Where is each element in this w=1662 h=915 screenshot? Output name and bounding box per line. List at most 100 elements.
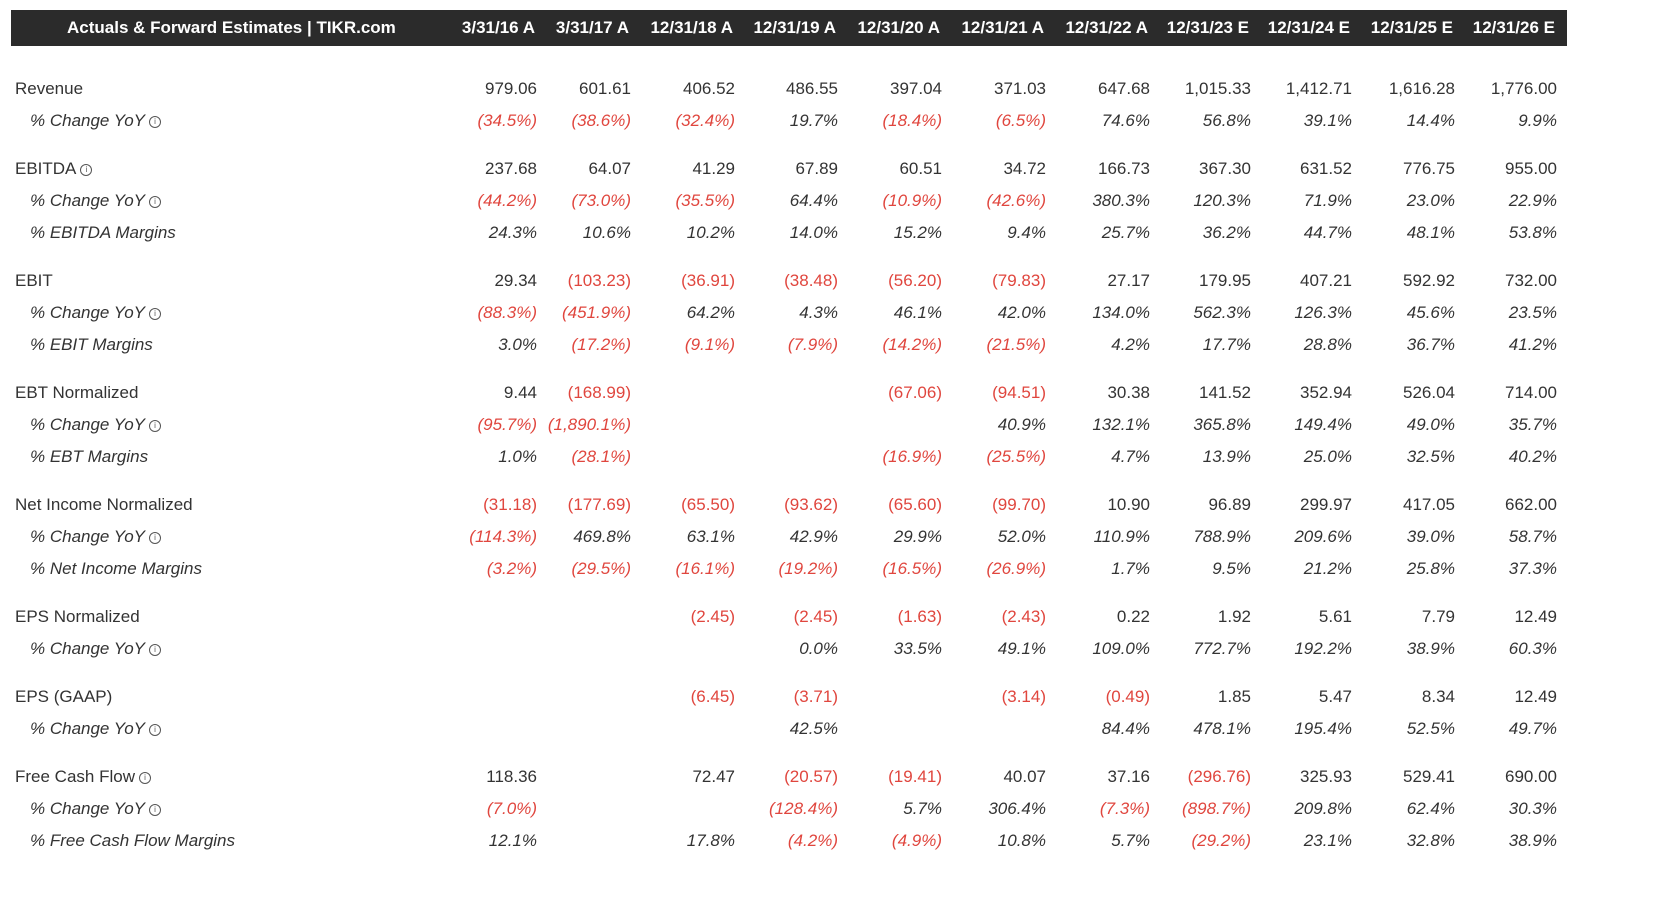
cell: (7.0%) bbox=[486, 799, 537, 818]
cell: 192.2% bbox=[1294, 639, 1352, 658]
cell: 32.5% bbox=[1406, 447, 1455, 466]
sub-row-label: % Free Cash Flow Margins bbox=[30, 831, 235, 851]
cell: 5.47 bbox=[1318, 687, 1352, 706]
label-text: EBITDA bbox=[15, 159, 77, 178]
info-icon[interactable]: i bbox=[149, 803, 161, 816]
cell: 7.79 bbox=[1421, 607, 1455, 626]
cell: 71.9% bbox=[1303, 191, 1352, 210]
cell: 64.2% bbox=[686, 303, 735, 322]
cell: 1,616.28 bbox=[1388, 79, 1455, 98]
cell: (32.4%) bbox=[675, 111, 735, 130]
cell: 299.97 bbox=[1300, 495, 1352, 514]
cell: 732.00 bbox=[1505, 271, 1557, 290]
cell: (3.71) bbox=[793, 687, 838, 706]
cell: 28.8% bbox=[1303, 335, 1352, 354]
column-header: 12/31/18 A bbox=[650, 18, 733, 37]
column-header: 12/31/22 A bbox=[1065, 18, 1148, 37]
label-text: Free Cash Flow bbox=[15, 767, 135, 786]
row-label: EPS (GAAP) bbox=[15, 687, 112, 707]
cell: 141.52 bbox=[1199, 383, 1251, 402]
cell: 469.8% bbox=[573, 527, 631, 546]
cell: (3.14) bbox=[1001, 687, 1046, 706]
cell: 42.9% bbox=[789, 527, 838, 546]
info-icon[interactable]: i bbox=[149, 419, 161, 432]
sub-row-label: % Change YoY i bbox=[30, 303, 161, 323]
cell: 1.7% bbox=[1111, 559, 1150, 578]
info-icon[interactable]: i bbox=[80, 163, 93, 176]
cell: 4.7% bbox=[1111, 447, 1150, 466]
cell: 39.0% bbox=[1406, 527, 1455, 546]
info-icon[interactable]: i bbox=[149, 723, 161, 736]
cell: 132.1% bbox=[1092, 415, 1150, 434]
sub-row-label: % Change YoY i bbox=[30, 719, 161, 739]
cell: 237.68 bbox=[485, 159, 537, 178]
cell: 126.3% bbox=[1294, 303, 1352, 322]
row-label: EBT Normalized bbox=[15, 383, 138, 403]
cell: 74.6% bbox=[1101, 111, 1150, 130]
cell: 49.1% bbox=[997, 639, 1046, 658]
cell: (65.60) bbox=[888, 495, 942, 514]
cell: 9.9% bbox=[1518, 111, 1557, 130]
cell: 1.85 bbox=[1217, 687, 1251, 706]
cell: (35.5%) bbox=[675, 191, 735, 210]
cell: 325.93 bbox=[1300, 767, 1352, 786]
cell: 209.8% bbox=[1294, 799, 1352, 818]
cell: 5.61 bbox=[1318, 607, 1352, 626]
cell: 149.4% bbox=[1294, 415, 1352, 434]
cell: 45.6% bbox=[1406, 303, 1455, 322]
cell: 14.4% bbox=[1406, 111, 1455, 130]
cell: (88.3%) bbox=[477, 303, 537, 322]
cell: (128.4%) bbox=[769, 799, 838, 818]
cell: (6.45) bbox=[690, 687, 735, 706]
cell: 690.00 bbox=[1505, 767, 1557, 786]
cell: (20.57) bbox=[784, 767, 838, 786]
cell: (99.70) bbox=[992, 495, 1046, 514]
cell: 662.00 bbox=[1505, 495, 1557, 514]
cell: 24.3% bbox=[488, 223, 537, 242]
cell: 592.92 bbox=[1403, 271, 1455, 290]
cell: 35.7% bbox=[1508, 415, 1557, 434]
cell: 27.17 bbox=[1107, 271, 1150, 290]
info-icon[interactable]: i bbox=[138, 771, 151, 784]
cell: (451.9%) bbox=[562, 303, 631, 322]
cell: (36.91) bbox=[681, 271, 735, 290]
cell: 39.1% bbox=[1303, 111, 1352, 130]
column-header: 12/31/26 E bbox=[1472, 18, 1555, 37]
cell: (6.5%) bbox=[995, 111, 1046, 130]
cell: (16.1%) bbox=[675, 559, 735, 578]
cell: (67.06) bbox=[888, 383, 942, 402]
cell: (26.9%) bbox=[986, 559, 1046, 578]
cell: (3.2%) bbox=[486, 559, 537, 578]
cell: 10.6% bbox=[582, 223, 631, 242]
cell: 352.94 bbox=[1300, 383, 1352, 402]
cell: 109.0% bbox=[1092, 639, 1150, 658]
cell: 714.00 bbox=[1505, 383, 1557, 402]
cell: 8.34 bbox=[1421, 687, 1455, 706]
cell: 1.0% bbox=[498, 447, 537, 466]
row-label: Net Income Normalized bbox=[15, 495, 193, 515]
info-icon[interactable]: i bbox=[149, 643, 161, 656]
info-icon[interactable]: i bbox=[149, 115, 161, 128]
label-text: EBIT bbox=[15, 271, 53, 290]
cell: 25.8% bbox=[1406, 559, 1455, 578]
cell: 19.7% bbox=[789, 111, 838, 130]
column-header: 12/31/24 E bbox=[1267, 18, 1350, 37]
cell: 63.1% bbox=[686, 527, 735, 546]
cell: (7.9%) bbox=[787, 335, 838, 354]
cell: (168.99) bbox=[567, 383, 631, 402]
info-icon[interactable]: i bbox=[149, 195, 161, 208]
info-icon[interactable]: i bbox=[149, 531, 161, 544]
cell: 4.3% bbox=[799, 303, 838, 322]
cell: 0.22 bbox=[1116, 607, 1150, 626]
cell: 13.9% bbox=[1202, 447, 1251, 466]
info-icon[interactable]: i bbox=[149, 307, 161, 320]
cell: 5.7% bbox=[1111, 831, 1150, 850]
cell: 60.51 bbox=[899, 159, 942, 178]
cell: 979.06 bbox=[485, 79, 537, 98]
cell: 53.8% bbox=[1508, 223, 1557, 242]
column-header: 12/31/20 A bbox=[857, 18, 940, 37]
cell: 10.2% bbox=[686, 223, 735, 242]
cell: 12.49 bbox=[1514, 687, 1557, 706]
label-text: % EBT Margins bbox=[30, 447, 149, 466]
